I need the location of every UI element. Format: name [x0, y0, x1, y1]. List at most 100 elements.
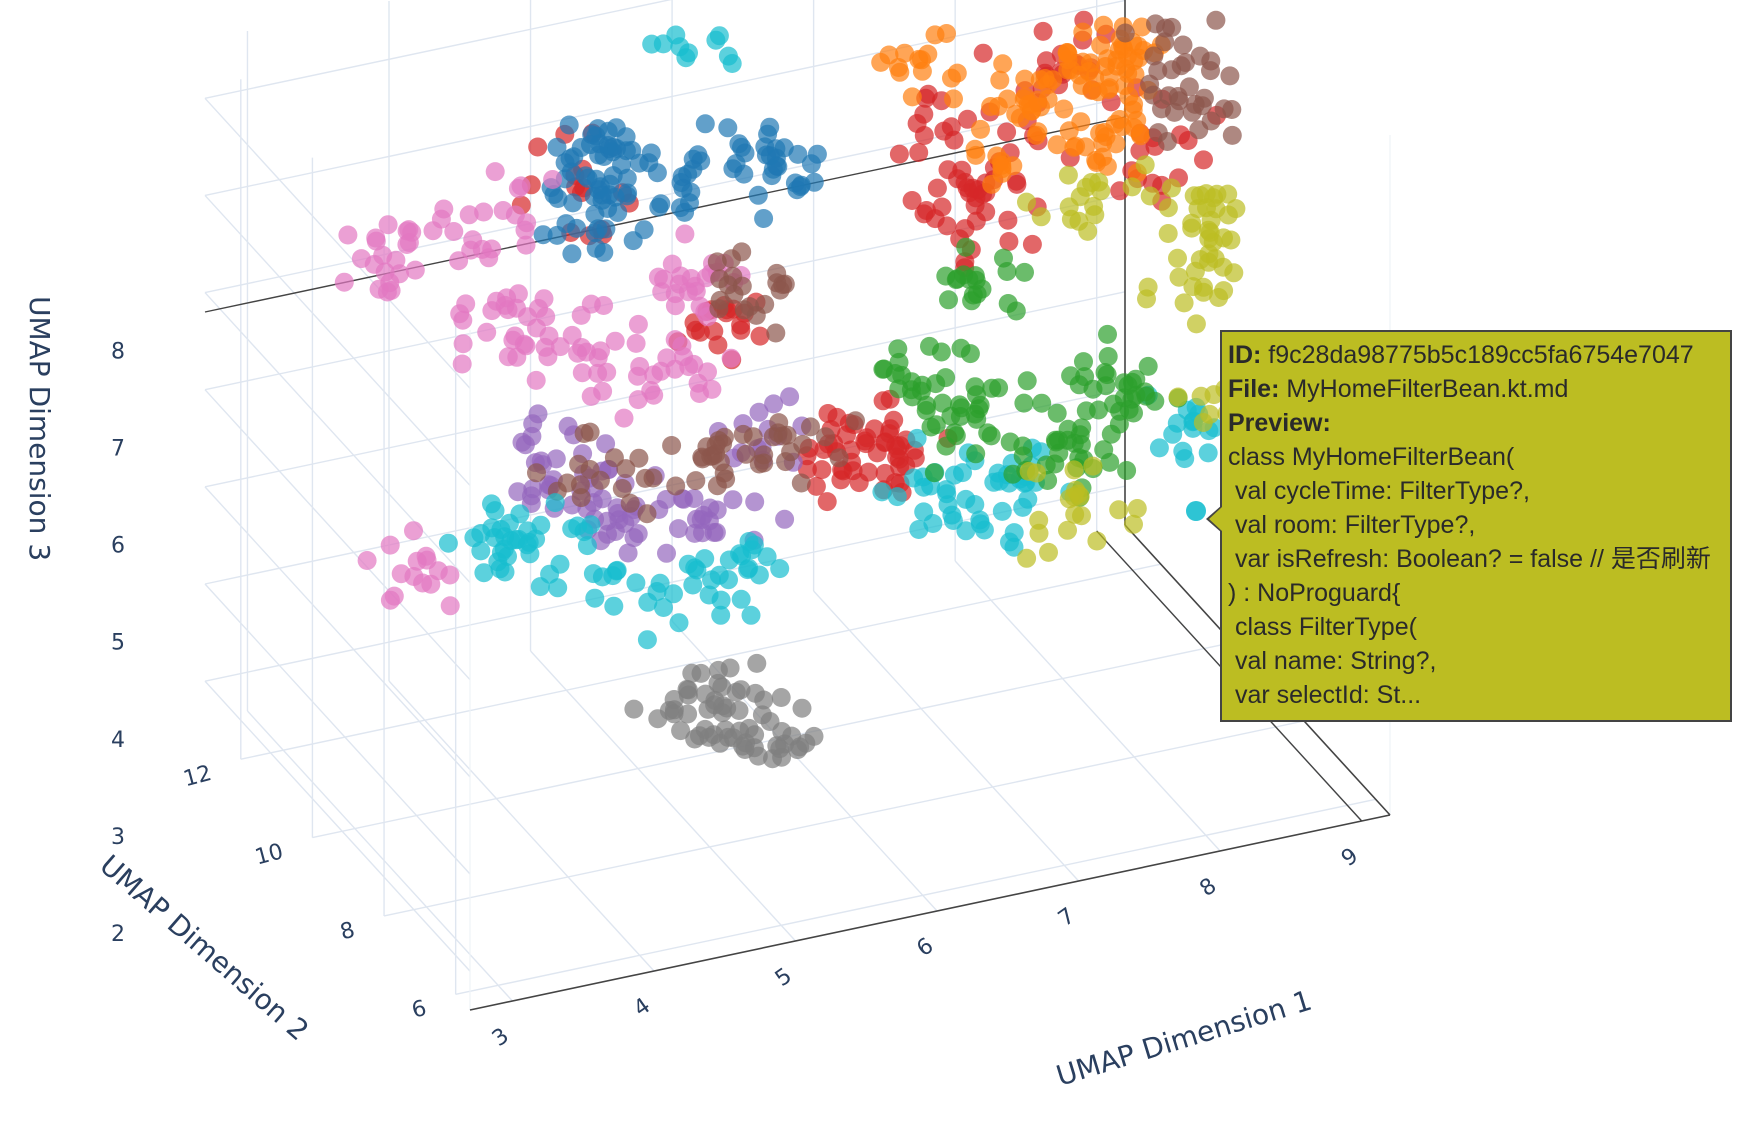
scatter-point[interactable] [1015, 262, 1034, 282]
scatter-point[interactable] [1124, 51, 1144, 71]
scatter-point[interactable] [909, 143, 929, 162]
scatter-point[interactable] [590, 134, 610, 154]
scatter-point[interactable] [1076, 401, 1096, 421]
scatter-point[interactable] [938, 160, 958, 180]
scatter-point[interactable] [628, 390, 648, 410]
scatter-point[interactable] [729, 701, 749, 720]
scatter-point[interactable] [943, 511, 963, 530]
scatter-point[interactable] [939, 290, 958, 310]
scatter-point[interactable] [942, 68, 961, 88]
scatter-point[interactable] [1035, 69, 1055, 88]
scatter-point[interactable] [697, 437, 717, 457]
scatter-point[interactable] [391, 564, 411, 584]
scatter-point[interactable] [1163, 424, 1183, 444]
scatter-point[interactable] [806, 476, 826, 496]
scatter-point[interactable] [540, 564, 560, 584]
scatter-point[interactable] [914, 204, 934, 224]
scatter-point[interactable] [629, 448, 649, 468]
scatter-point[interactable] [563, 193, 583, 213]
scatter-point[interactable] [1122, 389, 1142, 409]
scatter-point[interactable] [956, 521, 976, 541]
scatter-point[interactable] [1087, 531, 1107, 551]
scatter-point[interactable] [577, 536, 597, 556]
scatter-point[interactable] [739, 558, 759, 578]
scatter-point[interactable] [999, 232, 1019, 251]
scatter-point[interactable] [714, 463, 734, 483]
scatter-point[interactable] [1191, 386, 1211, 406]
scatter-point[interactable] [1013, 497, 1033, 517]
scatter-point[interactable] [1098, 49, 1117, 69]
scatter-point[interactable] [747, 653, 767, 673]
scatter-point[interactable] [812, 460, 832, 480]
scatter-point[interactable] [1200, 222, 1220, 242]
scatter-point[interactable] [514, 334, 534, 354]
scatter-point[interactable] [984, 472, 1004, 492]
scatter-point[interactable] [664, 690, 684, 709]
scatter-point[interactable] [754, 445, 774, 465]
scatter-point[interactable] [654, 598, 673, 617]
scatter-point[interactable] [1045, 454, 1065, 474]
scatter-point[interactable] [624, 699, 644, 719]
scatter-point[interactable] [516, 235, 536, 255]
scatter-point[interactable] [672, 336, 692, 356]
scatter-point[interactable] [596, 434, 616, 454]
scatter-point[interactable] [992, 501, 1012, 521]
scatter-point[interactable] [994, 248, 1013, 268]
scatter-point[interactable] [1162, 60, 1182, 80]
scatter-point[interactable] [1144, 46, 1164, 66]
scatter-point[interactable] [707, 252, 727, 272]
scatter-point[interactable] [1169, 267, 1189, 287]
scatter-point[interactable] [1094, 440, 1114, 460]
scatter-point[interactable] [456, 294, 476, 314]
scatter-point[interactable] [572, 363, 592, 383]
scatter-point[interactable] [588, 219, 608, 239]
scatter-point[interactable] [698, 362, 717, 382]
scatter-point[interactable] [708, 673, 728, 693]
scatter-point[interactable] [515, 220, 535, 240]
scatter-point[interactable] [669, 613, 689, 633]
scatter-point[interactable] [1127, 499, 1147, 518]
scatter-point[interactable] [887, 487, 907, 507]
scatter-point[interactable] [366, 231, 386, 251]
scatter-point[interactable] [1017, 371, 1037, 391]
scatter-point[interactable] [710, 269, 730, 289]
scatter-point[interactable] [1064, 460, 1084, 480]
scatter-point[interactable] [816, 427, 835, 447]
scatter-point[interactable] [956, 237, 976, 257]
scatter-point[interactable] [583, 564, 603, 584]
scatter-point[interactable] [571, 138, 591, 157]
scatter-point[interactable] [1198, 443, 1218, 463]
scatter-point[interactable] [1004, 523, 1024, 543]
scatter-point[interactable] [1186, 314, 1206, 334]
scatter-point[interactable] [726, 154, 746, 174]
scatter-point[interactable] [1006, 301, 1026, 321]
scatter-point[interactable] [507, 298, 526, 318]
scatter-point[interactable] [1194, 150, 1213, 170]
scatter-point[interactable] [890, 62, 910, 82]
scatter-point[interactable] [704, 321, 724, 341]
scatter-point[interactable] [628, 524, 648, 544]
scatter-point[interactable] [1168, 387, 1188, 407]
scatter-point[interactable] [626, 333, 646, 353]
scatter-point[interactable] [1075, 367, 1095, 387]
scatter-point[interactable] [1164, 102, 1184, 122]
scatter-point[interactable] [1184, 186, 1204, 206]
scatter-point[interactable] [846, 411, 865, 431]
scatter-point[interactable] [397, 221, 417, 241]
scatter-point[interactable] [993, 54, 1013, 74]
scatter-point[interactable] [981, 97, 1001, 116]
scatter-point[interactable] [482, 301, 502, 321]
scatter-point[interactable] [544, 185, 564, 204]
scatter-point[interactable] [732, 276, 752, 296]
scatter-point[interactable] [766, 323, 786, 343]
scatter-point[interactable] [792, 698, 812, 718]
scatter-point[interactable] [545, 493, 565, 513]
scatter-point[interactable] [713, 696, 733, 716]
scatter-point[interactable] [732, 242, 752, 262]
scatter-point[interactable] [971, 119, 990, 139]
scatter-point[interactable] [526, 370, 546, 390]
scatter-point[interactable] [731, 589, 751, 609]
scatter-point[interactable] [405, 260, 425, 280]
scatter-point[interactable] [1220, 66, 1240, 86]
